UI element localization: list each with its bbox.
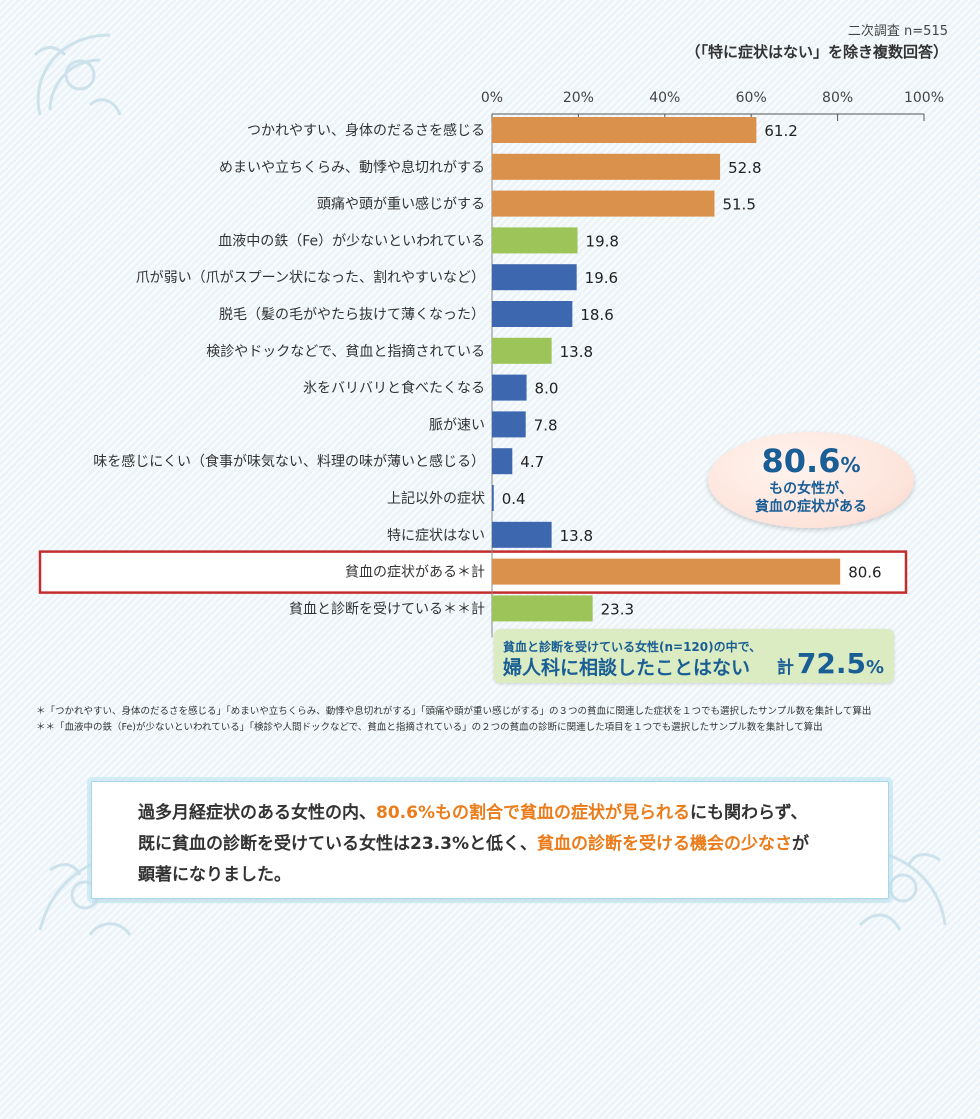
bar-chart: 0% 20% 40% 60% 80% 100% 61.2 つかれやすい、身体のだるさを感じる…	[38, 90, 944, 638]
category-label-14: 貧血と診断を受けている＊＊計	[289, 601, 485, 617]
footnotes: ＊「つかれやすい、身体のだるさを感じる」「めまいや立ちくらみ、動悸や息切れがする…	[36, 704, 871, 736]
bar-12	[492, 521, 552, 548]
category-label-11: 上記以外の症状	[387, 490, 485, 507]
summary-highlight-1: 80.6%もの割合で貧血の症状が見られる	[376, 803, 690, 823]
category-label-10: 味を感じにくい（食事が味気ない、料理の味が薄いと感じる）	[93, 453, 485, 470]
x-tick-label: 60%	[736, 90, 767, 106]
summary-highlight-2: 貧血の診断を受ける機会の少なさ	[536, 834, 792, 854]
value-label-14: 23.3	[601, 600, 634, 618]
value-label-13: 80.6	[848, 564, 881, 582]
bar-13	[492, 558, 841, 585]
corner-ornament-top-left	[33, 33, 122, 116]
value-label-6: 18.6	[580, 306, 613, 324]
bar-1	[492, 117, 757, 143]
summary-text-5: 顕著になりました。	[138, 865, 291, 885]
value-label-11: 0.4	[502, 490, 526, 508]
callout-unit: %	[840, 453, 861, 477]
x-tick-label: 0%	[481, 90, 503, 106]
total-number: 72.5	[796, 647, 866, 680]
bar-4	[492, 227, 578, 254]
category-label-5: 爪が弱い（爪がスプーン状になった、割れやすいなど）	[136, 269, 485, 286]
consultation-callout-title: 婦人科に相談したことはない	[503, 657, 751, 679]
x-tick-label: 80%	[822, 90, 853, 106]
callout-line2: 貧血の症状がある	[755, 499, 867, 515]
bar-3	[492, 190, 715, 217]
category-label-2: めまいや立ちくらみ、動悸や息切れがする	[219, 159, 485, 176]
bar-8	[492, 374, 527, 401]
bar-14	[492, 595, 593, 622]
summary-text-1: 過多月経症状のある女性の内、	[138, 803, 376, 823]
category-label-13: 貧血の症状がある＊計	[345, 565, 485, 581]
category-label-7: 検診やドックなどで、貧血と指摘されている	[206, 343, 485, 360]
consultation-callout-total: 計 72.5%	[777, 647, 884, 680]
footnote-1: ＊「つかれやすい、身体のだるさを感じる」「めまいや立ちくらみ、動悸や息切れがする…	[36, 706, 872, 717]
x-tick-label: 20%	[563, 90, 594, 106]
bar-2	[492, 153, 721, 180]
value-label-1: 61.2	[764, 122, 797, 140]
callout-number: 80.6	[761, 442, 841, 480]
value-label-5: 19.6	[585, 269, 618, 287]
category-label-3: 頭痛や頭が重い感じがする	[317, 196, 485, 213]
footnote-2: ＊＊「血液中の鉄（Fe)が少ないといわれている」「検診や人間ドックなどで、貧血と…	[36, 722, 823, 733]
survey-info: 二次調査 n=515 （「特に症状はない」を除き複数回答）	[685, 20, 948, 62]
category-label-9: 脈が速い	[429, 417, 485, 433]
value-label-4: 19.8	[586, 232, 619, 250]
value-label-7: 13.8	[560, 343, 593, 361]
callout-percentage: 80.6%	[708, 442, 914, 480]
category-label-8: 氷をバリバリと食べたくなる	[303, 380, 485, 397]
bar-11	[492, 485, 494, 511]
callout-line1: もの女性が、	[769, 481, 853, 497]
value-label-12: 13.8	[560, 527, 593, 545]
category-label-1: つかれやすい、身体のだるさを感じる	[247, 122, 485, 139]
value-label-3: 51.5	[722, 196, 755, 214]
bar-10	[492, 448, 513, 475]
bar-7	[492, 337, 552, 364]
survey-sample-size: 二次調査 n=515	[847, 24, 948, 39]
value-label-2: 52.8	[728, 159, 761, 177]
survey-note: （「特に症状はない」を除き複数回答）	[685, 43, 948, 61]
consultation-callout: 貧血と診断を受けている女性(n=120)の中で、 婦人科に相談したことはない 計…	[494, 629, 894, 683]
x-tick-label: 40%	[649, 90, 680, 106]
total-unit: %	[865, 657, 884, 678]
value-label-8: 8.0	[535, 380, 559, 398]
value-label-9: 7.8	[534, 416, 558, 434]
summary-text-4: が	[791, 834, 809, 854]
value-label-10: 4.7	[520, 453, 544, 471]
bar-5	[492, 264, 577, 291]
category-label-4: 血液中の鉄（Fe）が少ないといわれている	[218, 233, 485, 249]
summary-text-3: 既に貧血の診断を受けている女性は23.3%と低く、	[138, 834, 537, 854]
summary-text-2: にも関わらず、	[689, 803, 808, 823]
bar-9	[492, 411, 526, 438]
total-prefix: 計	[776, 658, 794, 678]
consultation-callout-subtitle: 貧血と診断を受けている女性(n=120)の中で、	[503, 640, 762, 654]
category-label-12: 特に症状はない	[387, 528, 485, 544]
category-label-6: 脱毛（髪の毛がやたら抜けて薄くなった）	[219, 307, 485, 323]
summary-box: 過多月経症状のある女性の内、80.6%もの割合で貧血の症状が見られるにも関わらず…	[91, 781, 889, 899]
x-tick-label: 100%	[904, 90, 944, 106]
symptom-callout: 80.6% もの女性が、 貧血の症状がある	[708, 432, 914, 528]
bar-6	[492, 301, 573, 327]
